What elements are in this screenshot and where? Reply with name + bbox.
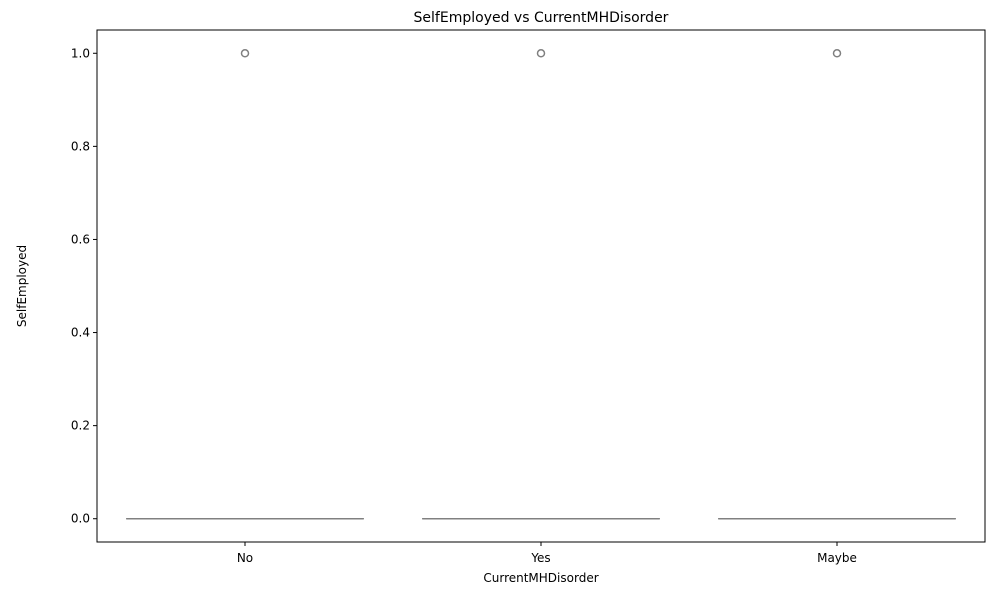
- x-tick-label-yes: Yes: [530, 551, 550, 565]
- y-tick-label: 0.8: [71, 139, 90, 153]
- box-yes: [422, 49, 661, 520]
- x-tick-label-maybe: Maybe: [817, 551, 857, 565]
- y-tick-label: 0.6: [71, 232, 90, 246]
- outlier-point: [240, 49, 250, 58]
- outlier-point: [832, 49, 842, 58]
- box-maybe: [717, 49, 956, 520]
- y-tick-label: 0.4: [71, 326, 90, 340]
- x-tick-label-no: No: [237, 551, 253, 565]
- y-tick-label: 0.2: [71, 419, 90, 433]
- box-no: [125, 49, 365, 520]
- y-axis-label: SelfEmployed: [15, 245, 29, 327]
- x-axis-label: CurrentMHDisorder: [483, 571, 598, 585]
- y-tick-label: 1.0: [71, 46, 90, 60]
- chart-title: SelfEmployed vs CurrentMHDisorder: [414, 10, 669, 26]
- outlier-point: [536, 49, 546, 58]
- y-tick-label: 0.0: [71, 512, 90, 526]
